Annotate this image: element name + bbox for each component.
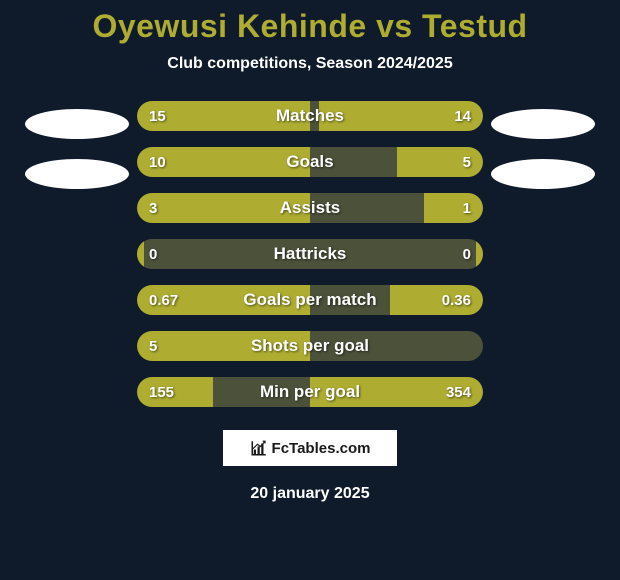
stat-label: Hattricks (137, 239, 483, 269)
stat-row: 5Shots per goal (137, 331, 483, 361)
stat-value-right: 0 (463, 239, 471, 269)
stat-value-left: 10 (149, 147, 166, 177)
stat-value-right: 1 (463, 193, 471, 223)
stat-value-left: 155 (149, 377, 174, 407)
stat-row: 31Assists (137, 193, 483, 223)
page-title: Oyewusi Kehinde vs Testud (0, 8, 620, 45)
left-player-oval-1 (25, 109, 129, 139)
stat-value-left: 0 (149, 239, 157, 269)
stat-value-right: 0.36 (442, 285, 471, 315)
stat-row: 1514Matches (137, 101, 483, 131)
stats-column: 1514Matches105Goals31Assists00Hattricks0… (137, 101, 483, 407)
stat-row: 0 0Hattricks (137, 239, 483, 269)
stat-bar-left (137, 239, 144, 269)
source-badge[interactable]: FcTables.com (222, 429, 398, 467)
stat-bar-left (137, 331, 310, 361)
stat-value-left: 15 (149, 101, 166, 131)
stat-bar-left (137, 193, 310, 223)
source-badge-label: FcTables.com (272, 440, 371, 457)
right-player-oval-2 (491, 159, 595, 189)
stat-value-right: 354 (446, 377, 471, 407)
stat-value-left: 0.67 (149, 285, 178, 315)
left-player-col (17, 101, 137, 189)
stat-value-left: 5 (149, 331, 157, 361)
stat-bar-right (424, 193, 483, 223)
stat-row: 105Goals (137, 147, 483, 177)
footer-date: 20 january 2025 (0, 485, 620, 503)
page-subtitle: Club competitions, Season 2024/2025 (0, 55, 620, 73)
left-player-oval-2 (25, 159, 129, 189)
chart-growth-icon (250, 439, 268, 457)
stat-value-left: 3 (149, 193, 157, 223)
right-player-oval-1 (491, 109, 595, 139)
content-row: 1514Matches105Goals31Assists00Hattricks0… (0, 101, 620, 407)
stat-value-right: 5 (463, 147, 471, 177)
stat-bar-right (476, 239, 483, 269)
stat-value-right: 14 (454, 101, 471, 131)
stat-row: 0.670.36Goals per match (137, 285, 483, 315)
stat-row: 155354Min per goal (137, 377, 483, 407)
comparison-widget: Oyewusi Kehinde vs Testud Club competiti… (0, 0, 620, 580)
right-player-col (483, 101, 603, 189)
